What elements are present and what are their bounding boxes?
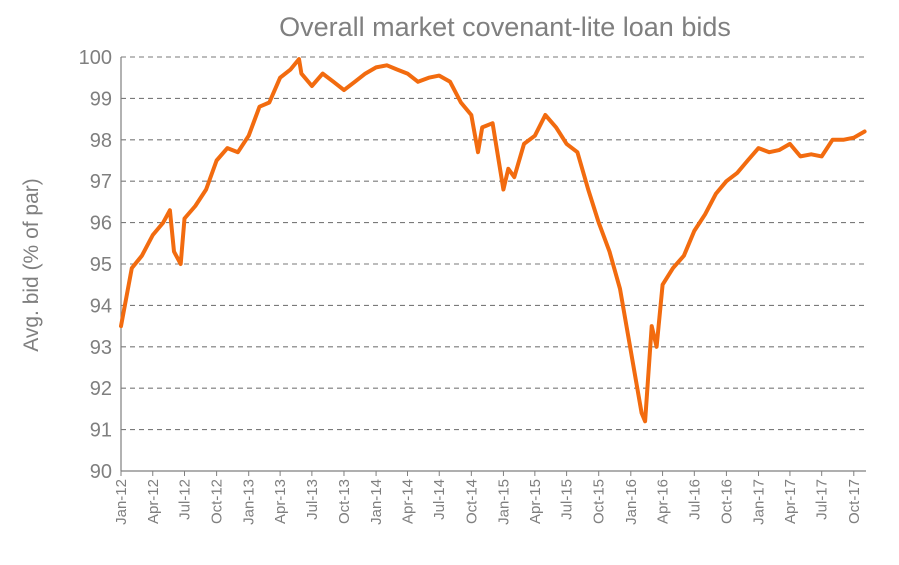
y-tick-labels: 90 91 92 93 94 95 96 97 98 99 100: [79, 47, 112, 483]
x-tick-label: Apr-16: [655, 479, 672, 524]
x-tick-label: Jul-15: [559, 479, 576, 520]
x-tick-label: Jan-17: [751, 479, 768, 525]
y-tick-label: 92: [90, 378, 112, 400]
x-tick-label: Jul-16: [686, 479, 703, 520]
y-tick-label: 93: [90, 337, 112, 359]
y-tick-label: 97: [90, 171, 112, 193]
x-tick-label: Jan-16: [623, 479, 640, 525]
x-tick-label: Jul-17: [814, 479, 831, 520]
x-tick-label: Oct-13: [336, 479, 353, 524]
y-tick-label: 91: [90, 420, 112, 442]
chart-title: Overall market covenant-lite loan bids: [279, 12, 731, 42]
x-tick-label: Oct-15: [591, 479, 608, 524]
y-tick-label: 95: [90, 254, 112, 276]
x-tick-label: Jan-13: [241, 479, 258, 525]
x-tick-label: Apr-13: [272, 479, 289, 524]
x-tick-label: Oct-16: [718, 479, 735, 524]
x-tick-label: Jan-12: [113, 479, 130, 525]
x-tick-label: Jan-14: [368, 479, 385, 525]
x-tick-label: Oct-17: [846, 479, 863, 524]
y-tick-label: 94: [90, 295, 112, 317]
y-tick-label: 90: [90, 461, 112, 483]
series-line: [119, 57, 867, 424]
y-tick-label: 99: [90, 88, 112, 110]
y-axis-label: Avg. bid (% of par): [20, 178, 43, 352]
axes: [120, 57, 866, 472]
x-tick-label: Jul-12: [177, 479, 194, 520]
y-tick-label: 96: [90, 213, 112, 235]
gridlines: [121, 56, 866, 431]
x-tick-label: Apr-14: [399, 479, 416, 524]
x-tick-label: Jul-13: [304, 479, 321, 520]
x-tick-label: Jan-15: [495, 479, 512, 525]
series-layer: [119, 57, 867, 424]
x-tick-label: Apr-12: [145, 479, 162, 524]
y-tick-label: 100: [79, 47, 112, 69]
x-tick-label: Oct-14: [463, 479, 480, 524]
x-tick-label: Oct-12: [209, 479, 226, 524]
y-tick-label: 98: [90, 130, 112, 152]
x-tick-labels: Jan-12 Apr-12 Jul-12 Oct-12 Jan-13 Apr-13 Jul-…: [113, 471, 863, 525]
x-tick-label: Jul-14: [431, 479, 448, 520]
x-tick-label: Apr-15: [527, 479, 544, 524]
x-tick-label: Apr-17: [782, 479, 799, 524]
